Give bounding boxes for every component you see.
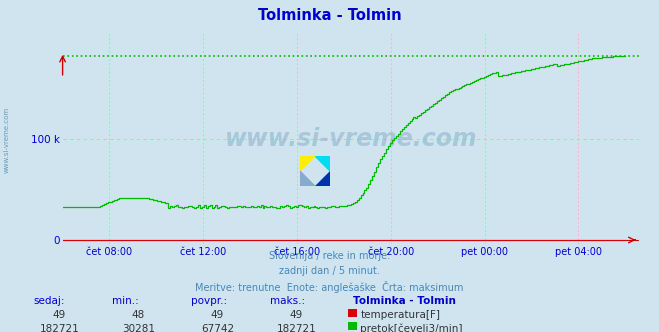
Text: Tolminka - Tolmin: Tolminka - Tolmin (258, 8, 401, 23)
Text: maks.:: maks.: (270, 296, 305, 306)
Text: www.si-vreme.com: www.si-vreme.com (225, 126, 477, 151)
Text: sedaj:: sedaj: (33, 296, 65, 306)
Text: 49: 49 (211, 310, 224, 320)
Text: 182721: 182721 (277, 324, 316, 332)
Polygon shape (315, 171, 330, 186)
Text: min.:: min.: (112, 296, 139, 306)
Polygon shape (300, 171, 315, 186)
Text: 48: 48 (132, 310, 145, 320)
Text: 30281: 30281 (122, 324, 155, 332)
Text: Tolminka - Tolmin: Tolminka - Tolmin (353, 296, 455, 306)
Text: temperatura[F]: temperatura[F] (360, 310, 440, 320)
Text: Meritve: trenutne  Enote: anglešaške  Črta: maksimum: Meritve: trenutne Enote: anglešaške Črta… (195, 281, 464, 292)
Text: 49: 49 (290, 310, 303, 320)
Text: pretok[čevelj3/min]: pretok[čevelj3/min] (360, 324, 463, 332)
Text: 182721: 182721 (40, 324, 79, 332)
Text: povpr.:: povpr.: (191, 296, 227, 306)
Polygon shape (315, 156, 330, 171)
Text: zadnji dan / 5 minut.: zadnji dan / 5 minut. (279, 266, 380, 276)
Text: Slovenija / reke in morje.: Slovenija / reke in morje. (269, 251, 390, 261)
Text: 67742: 67742 (201, 324, 234, 332)
Text: 49: 49 (53, 310, 66, 320)
Text: www.si-vreme.com: www.si-vreme.com (3, 106, 10, 173)
Polygon shape (300, 156, 315, 171)
